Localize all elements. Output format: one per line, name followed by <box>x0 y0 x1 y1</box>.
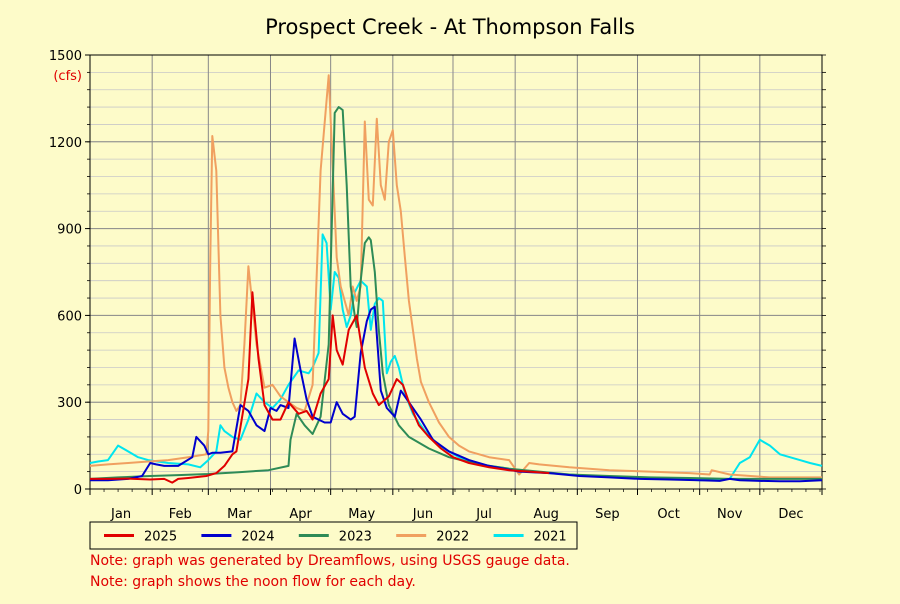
plot-frame <box>89 54 823 490</box>
x-tick-label: Sep <box>595 507 620 522</box>
x-tick-label: Jun <box>412 507 433 522</box>
y-tick-label: 1200 <box>49 136 82 151</box>
legend: 2025 2024 2023 2022 2021 <box>89 521 578 550</box>
x-tick-label: Jul <box>475 507 492 522</box>
chart-title: Prospect Creek - At Thompson Falls <box>265 15 635 39</box>
series-line-2025 <box>90 291 550 484</box>
x-tick-label: Feb <box>169 507 192 522</box>
y-tick-label: 0 <box>74 483 82 498</box>
note-source: Note: graph was generated by Dreamflows,… <box>90 553 570 569</box>
x-tick-label: Dec <box>778 507 803 522</box>
y-tick-label: 300 <box>57 396 82 411</box>
grid-lines <box>90 54 822 490</box>
y-tick-label: 900 <box>57 223 82 238</box>
x-tick-label: Apr <box>289 507 312 522</box>
legend-label-2023: 2023 <box>339 530 372 545</box>
legend-label-2024: 2024 <box>241 530 274 545</box>
x-tick-label: Jan <box>110 507 131 522</box>
y-tick-label: 1500 <box>49 49 82 64</box>
x-tick-label: Oct <box>657 507 679 522</box>
x-tick-label: May <box>348 507 375 522</box>
legend-label-2025: 2025 <box>144 530 177 545</box>
series-lines <box>89 74 823 484</box>
plot-area <box>90 55 822 489</box>
legend-label-2022: 2022 <box>436 530 469 545</box>
y-axis-label: (cfs) <box>53 69 82 84</box>
x-tick-label: Nov <box>717 507 743 522</box>
y-tick-label: 600 <box>57 309 82 324</box>
series-line-2024 <box>90 305 823 483</box>
note-noon-flow: Note: graph shows the noon flow for each… <box>90 574 416 590</box>
axes: 0 300 600 900 1200 1500 Jan Feb Mar Apr May Jun Jul A… <box>49 49 826 522</box>
legend-label-2021: 2021 <box>534 530 567 545</box>
x-tick-label: Mar <box>227 507 252 522</box>
x-tick-label: Aug <box>534 507 559 522</box>
